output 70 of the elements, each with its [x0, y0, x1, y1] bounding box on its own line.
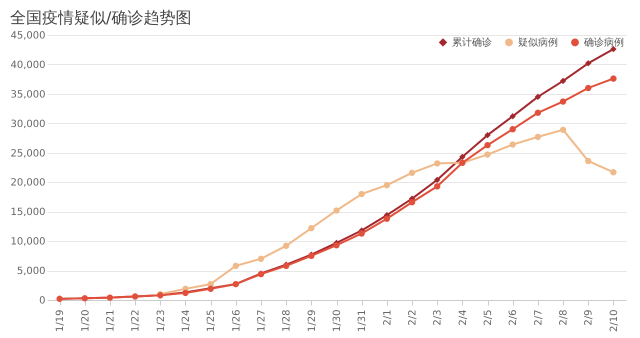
point [484, 151, 491, 158]
x-tick-label: 2/6 [508, 310, 520, 326]
x-tick-label: 1/30 [332, 310, 343, 332]
point [384, 182, 390, 188]
point [510, 113, 516, 120]
point [585, 158, 592, 164]
x-tick-label: 1/21 [105, 310, 116, 332]
point [232, 262, 239, 269]
x-tick-label: 1/19 [55, 310, 66, 332]
y-tick-label: 45,000 [10, 30, 46, 42]
legend-label: 确诊病例 [583, 36, 624, 48]
point [358, 190, 365, 198]
y-tick-label: 40,000 [10, 60, 46, 71]
point [408, 199, 416, 206]
point [282, 242, 290, 249]
x-tick-label: 1/28 [282, 310, 293, 332]
point [610, 169, 617, 176]
x-tick-label: 2/5 [483, 310, 494, 326]
point [434, 160, 440, 167]
point [610, 75, 617, 82]
point [585, 60, 592, 66]
x-tick-label: 1/25 [206, 310, 218, 332]
x-tick-label: 1/31 [357, 310, 368, 332]
y-tick-label: 20,000 [10, 178, 46, 189]
point [510, 126, 516, 132]
point [434, 183, 440, 190]
legend-label: 疑似病例 [518, 36, 558, 48]
point [560, 98, 566, 105]
chart-title: 全国疫情疑似/确诊趋势图 [10, 8, 192, 27]
x-tick-label: 1/22 [130, 310, 142, 332]
y-tick-label: 25,000 [10, 148, 46, 160]
x-tick-label: 2/8 [558, 310, 570, 326]
point [560, 126, 566, 133]
legend-label: 累计确诊 [452, 36, 492, 48]
point [308, 225, 314, 232]
x-tick-label: 1/24 [180, 310, 192, 332]
point [560, 78, 566, 84]
x-tick-label: 2/3 [432, 310, 444, 326]
x-tick-label: 1/27 [256, 310, 268, 332]
x-tick-label: 2/2 [408, 310, 419, 326]
point [459, 154, 466, 160]
point [585, 84, 592, 92]
x-tick-label: 2/7 [533, 310, 544, 326]
point [484, 132, 491, 138]
point [333, 242, 340, 248]
point [434, 176, 440, 184]
point [333, 207, 340, 214]
point [534, 110, 542, 116]
y-tick-label: 35,000 [10, 89, 46, 100]
x-tick-label: 2/1 [382, 310, 394, 326]
point [510, 141, 516, 148]
point [534, 94, 542, 100]
x-tick-label: 1/26 [231, 310, 242, 332]
y-tick-label: 5,000 [16, 266, 46, 278]
x-tick-label: 2/9 [584, 310, 595, 326]
x-tick-label: 1/29 [306, 310, 318, 332]
point [258, 256, 264, 262]
y-tick-label: 0 [39, 296, 46, 306]
x-tick-label: 1/20 [80, 310, 92, 332]
y-tick-label: 10,000 [10, 236, 46, 248]
y-tick-label: 15,000 [10, 207, 46, 218]
point [384, 216, 390, 222]
x-tick-label: 2/10 [608, 310, 620, 332]
y-tick-label: 30,000 [10, 118, 46, 130]
point [358, 230, 365, 237]
point [408, 170, 416, 176]
x-tick-label: 1/23 [156, 310, 167, 332]
x-tick-label: 2/4 [458, 310, 469, 326]
point [484, 142, 491, 148]
point [534, 134, 542, 140]
